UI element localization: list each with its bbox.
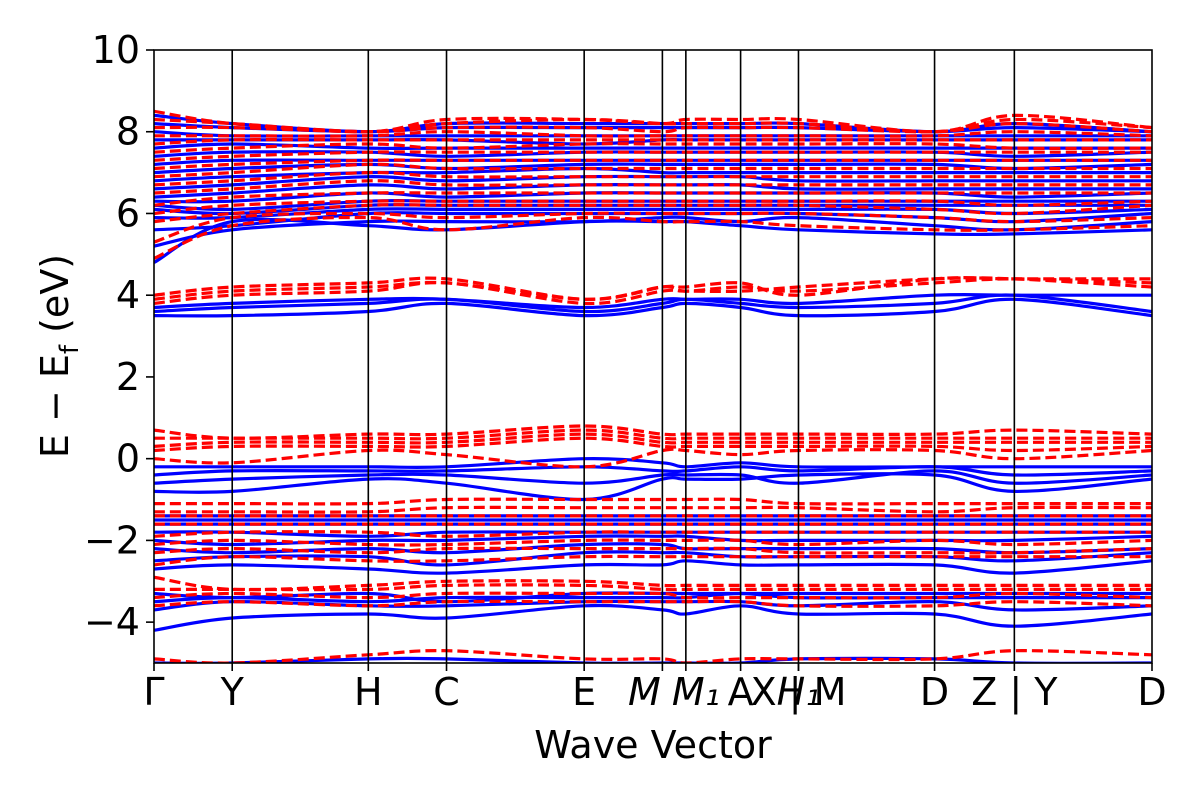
plot-frame (153, 49, 1153, 664)
band-line-dashed-red-21 (154, 215, 1152, 260)
band-line-solid-blue-7 (154, 542, 1152, 555)
kpoint-dividers (231, 50, 1016, 663)
band-line-solid-blue-1 (154, 603, 1152, 632)
band-line-dashed-red-12 (154, 497, 1152, 506)
y-tick-label-4: 4 (116, 273, 140, 317)
band-line-solid-blue-0 (154, 656, 1152, 663)
band-line-dashed-red-33 (154, 130, 1152, 138)
band-line-solid-blue-33 (154, 142, 1152, 151)
band-line-dashed-red-27 (154, 170, 1152, 187)
band-line-solid-blue-17 (154, 297, 1152, 318)
band-line-solid-blue-30 (154, 162, 1152, 175)
band-line-dashed-red-8 (154, 530, 1152, 538)
x-axis-label: Wave Vector (534, 723, 772, 767)
band-line-dashed-red-4 (154, 575, 1152, 592)
band-line-solid-blue-21 (154, 215, 1152, 248)
band-line-dashed-red-30 (154, 150, 1152, 162)
band-line-dashed-red-2 (154, 591, 1152, 600)
x-tick-label-5: M (628, 670, 661, 714)
y-tick-label-1: −2 (84, 518, 140, 562)
band-line-dashed-red-17 (154, 424, 1152, 440)
band-line-dashed-red-6 (154, 546, 1152, 555)
x-tick-label-8: H₁ (777, 670, 821, 714)
band-line-dashed-red-1 (154, 599, 1152, 608)
band-line-dashed-red-19 (154, 277, 1152, 301)
band-line-dashed-red-20 (154, 276, 1152, 301)
x-tick-label-3: C (433, 670, 460, 714)
band-line-solid-blue-18 (154, 293, 1152, 314)
x-tick-label-11: Z | Y (971, 670, 1058, 715)
x-tick-label-4: E (572, 670, 596, 714)
band-line-dashed-red-7 (154, 538, 1152, 547)
y-axis-label: E − Ef (eV) (33, 254, 85, 458)
x-tick-label-9: X | M (751, 670, 847, 715)
x-tick-label-12: D (1137, 670, 1166, 714)
y-tick-label-2: 0 (116, 437, 140, 481)
band-line-dashed-red-36 (154, 109, 1152, 134)
y-axis-label-unit: (eV) (33, 254, 77, 345)
y-tick-label-3: 2 (116, 355, 140, 399)
band-line-dashed-red-3 (154, 583, 1152, 592)
y-axis-label-sub: f (55, 344, 85, 354)
band-line-dashed-red-25 (154, 191, 1152, 207)
band-line-solid-blue-5 (154, 559, 1152, 575)
band-line-dashed-red-31 (154, 142, 1152, 154)
band-line-dashed-red-28 (154, 162, 1152, 179)
band-line-solid-blue-16 (154, 457, 1152, 470)
y-axis-label-main: E − E (33, 354, 77, 458)
x-tick-label-1: Y (220, 670, 245, 714)
band-line-solid-blue-15 (154, 465, 1152, 477)
band-line-dashed-red-26 (154, 179, 1152, 195)
band-line-dashed-red-29 (154, 158, 1152, 171)
x-tick-label-2: H (354, 670, 383, 714)
band-line-solid-blue-19 (154, 292, 1152, 310)
y-tick-label-6: 8 (116, 110, 140, 154)
band-line-dashed-red-0 (154, 649, 1152, 663)
x-tick-label-0: Γ (143, 670, 164, 714)
band-line-dashed-red-16 (154, 428, 1152, 441)
x-tick-label-7: A (728, 670, 754, 714)
band-line-dashed-red-32 (154, 137, 1152, 146)
x-tick-label-10: D (920, 670, 949, 714)
y-tick-label-0: −4 (84, 600, 140, 644)
band-line-solid-blue-13 (154, 472, 1152, 502)
y-axis: −4 −2 0 2 4 6 8 10 (84, 28, 154, 644)
x-tick-label-6: M₁ (672, 670, 720, 714)
band-line-dashed-red-22 (154, 211, 1152, 244)
band-line-solid-blue-14 (154, 469, 1152, 485)
y-tick-label-7: 10 (92, 28, 140, 72)
band-line-dashed-red-24 (154, 199, 1152, 216)
band-line-solid-blue-29 (154, 166, 1152, 183)
y-tick-label-5: 6 (116, 191, 140, 235)
band-line-dashed-red-14 (154, 436, 1152, 453)
band-line-dashed-red-15 (154, 432, 1152, 448)
band-line-dashed-red-23 (154, 203, 1152, 224)
x-axis: Γ Y H C E M M₁ A H₁X | M D Z | Y D (143, 663, 1167, 715)
band-line-dashed-red-11 (154, 505, 1152, 514)
band-line-dashed-red-13 (154, 447, 1152, 469)
band-line-dashed-red-5 (154, 554, 1152, 567)
band-lines (154, 109, 1152, 663)
